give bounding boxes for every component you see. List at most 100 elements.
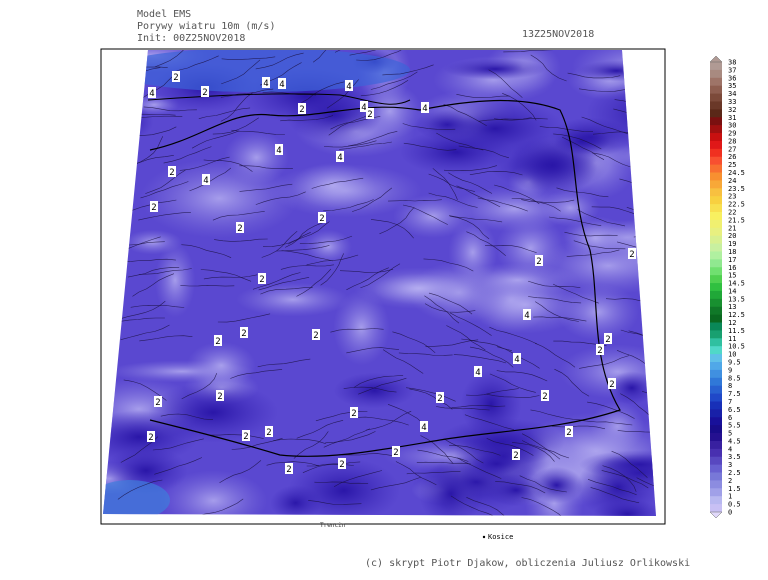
colorbar-swatch [710,346,722,355]
streamline [138,268,192,275]
colorbar-label: 34 [728,90,736,98]
colorbar-label: 29 [728,130,736,138]
streamline [453,354,507,364]
colorbar-swatch [710,133,722,142]
streamline [602,465,637,492]
streamline [409,388,453,410]
streamline [120,324,170,340]
streamline [630,527,680,541]
contour-label-box [202,174,210,185]
colorbar-label: 1.5 [728,485,741,493]
streamline [448,172,493,194]
contour-label: 4 [422,104,427,114]
colorbar-label: 20 [728,232,736,240]
streamline [140,181,189,199]
streamline [528,296,582,304]
streamline [136,74,175,101]
shade-patch [333,372,416,409]
colorbar-top [709,55,723,63]
streamline [539,126,594,132]
streamline [323,428,371,448]
contour-label: 2 [437,394,442,404]
streamline [252,272,301,290]
colorbar-swatch [710,433,722,442]
streamline [348,131,398,147]
shade-patch [304,229,352,264]
colorbar-swatch [710,385,722,394]
contour-label: 2 [393,448,398,458]
contour-label-box [240,327,248,338]
contour-label: 2 [241,329,246,339]
streamline [352,187,393,212]
streamline [611,450,648,478]
streamline [122,258,176,263]
streamline [561,136,605,160]
streamline [665,169,712,185]
contour-label: 2 [542,392,547,402]
contour-label-box [168,166,176,177]
streamline [564,231,618,237]
streamline [458,145,509,159]
streamline [456,94,510,98]
colorbar-swatch [710,219,722,229]
colorbar-swatch [710,267,722,276]
streamline [449,445,501,456]
contour-label-box [201,86,209,97]
streamline [660,277,711,288]
colorbar: 383736353433323130292827262524.52423.523… [709,55,745,519]
contour-label: 2 [266,428,271,438]
streamline [358,377,407,395]
streamline [366,410,412,431]
streamline [326,79,359,109]
credit: (c) skrypt Piotr Djakow, obliczenia Juli… [365,558,690,569]
streamline [552,283,599,304]
streamline [443,165,497,172]
streamline [360,79,409,97]
streamline [203,159,253,172]
colorbar-swatch [710,140,722,150]
streamline [349,50,400,56]
colorbar-label: 13.5 [728,295,745,303]
contour-label: 2 [313,331,318,341]
contour-label: 2 [169,168,174,178]
streamline [484,245,537,253]
streamline [257,358,311,368]
contour-label-box [275,144,283,155]
contour-label: 2 [351,409,356,419]
streamline [556,187,609,198]
contour-label: 4 [361,103,366,113]
contour-label-box [345,80,353,91]
streamline [133,136,164,166]
streamline [288,221,330,245]
colorbar-swatch [710,417,722,426]
colorbar-swatch [710,212,722,221]
colorbar-swatch [710,393,722,402]
colorbar-label: 14 [728,287,736,295]
streamline [261,230,298,258]
contour-label: 2 [243,432,248,442]
colorbar-label: 24.5 [728,169,745,177]
streamline [154,457,203,475]
streamline [212,117,259,135]
streamline [432,168,458,201]
contour-label-box [392,446,400,457]
streamline [127,267,180,278]
colorbar-swatch [710,93,722,102]
contour-label: 2 [173,73,178,83]
streamline [387,199,442,202]
streamline [285,222,324,248]
contour-label: 2 [202,88,207,98]
streamline [323,199,374,212]
colorbar-label: 35 [728,82,736,90]
streamline [449,215,503,223]
shade-patch [554,128,610,155]
contour-label: 2 [367,110,372,120]
streamline [330,328,384,333]
coast [147,93,411,105]
colorbar-label: 11 [728,335,736,343]
streamline [212,211,265,221]
streamline [255,52,304,70]
colorbar-swatch [710,480,722,489]
colorbar-swatch [710,172,722,181]
